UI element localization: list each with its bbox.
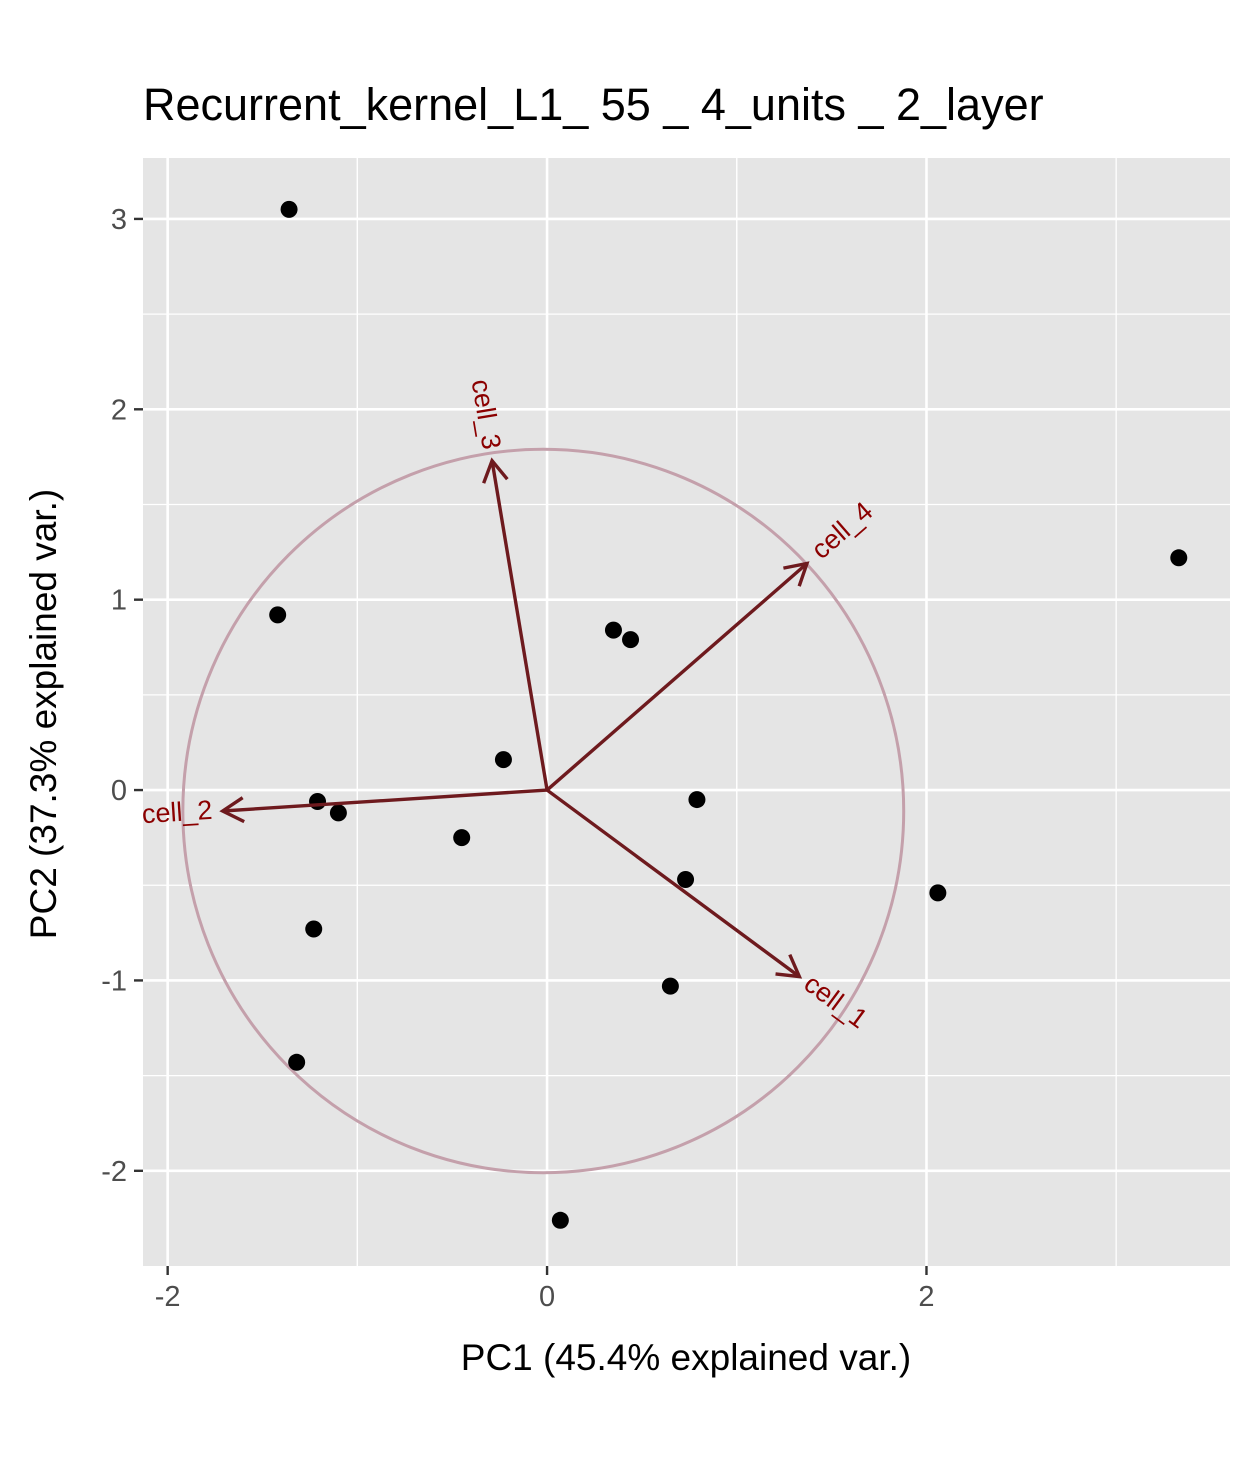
data-point [551, 1211, 569, 1229]
x-tick-label: -2 [155, 1281, 181, 1313]
cell_2-vector [222, 788, 548, 813]
data-point [269, 606, 287, 624]
data-point [453, 829, 471, 847]
chart-title: Recurrent_kernel_L1_ 55 _ 4_units _ 2_la… [143, 79, 1044, 130]
data-point [677, 871, 695, 889]
major-gridlines [143, 158, 1230, 1266]
data-point [305, 920, 323, 938]
y-tick-label: 3 [111, 204, 127, 236]
data-point [604, 621, 622, 639]
data-point [929, 884, 947, 902]
data-point [622, 631, 640, 649]
correlation-circle-layer [181, 447, 906, 1175]
y-tick-labels: 3 2 1 0 -1 -2 [101, 204, 127, 1188]
data-point [688, 791, 706, 809]
cell_2-label: cell_2 [141, 795, 213, 829]
x-tick-labels: -2 0 2 [155, 1281, 935, 1313]
data-point [280, 200, 298, 218]
y-tick-label: -2 [101, 1156, 127, 1188]
data-point [288, 1053, 306, 1071]
y-tick-label: 2 [111, 394, 127, 426]
y-tick-label: 1 [111, 585, 127, 617]
data-point [329, 804, 347, 822]
data-point [1170, 549, 1188, 567]
cell_4-arrowhead [783, 561, 810, 587]
cell_1-vector [546, 788, 801, 978]
minor-gridlines [143, 158, 1230, 1266]
cell_3-arrowhead [482, 457, 509, 484]
cell_1-arrowhead [775, 953, 803, 979]
axis-ticks [134, 217, 928, 1275]
data-point [661, 977, 679, 995]
plot-panel [143, 158, 1230, 1266]
y-tick-label: -1 [101, 965, 127, 997]
cell_2-arrowhead [219, 796, 245, 824]
x-tick-label: 2 [918, 1281, 934, 1313]
cell_4-vector [545, 562, 809, 792]
data-point [309, 792, 327, 810]
y-tick-label: 0 [111, 775, 127, 807]
y-axis-title: PC2 (37.3% explained var.) [23, 489, 64, 939]
cell_3-vector [490, 460, 549, 791]
correlation-circle [181, 447, 906, 1175]
x-axis-title: PC1 (45.4% explained var.) [461, 1337, 911, 1378]
x-tick-label: 0 [539, 1281, 555, 1313]
data-point [494, 751, 512, 769]
